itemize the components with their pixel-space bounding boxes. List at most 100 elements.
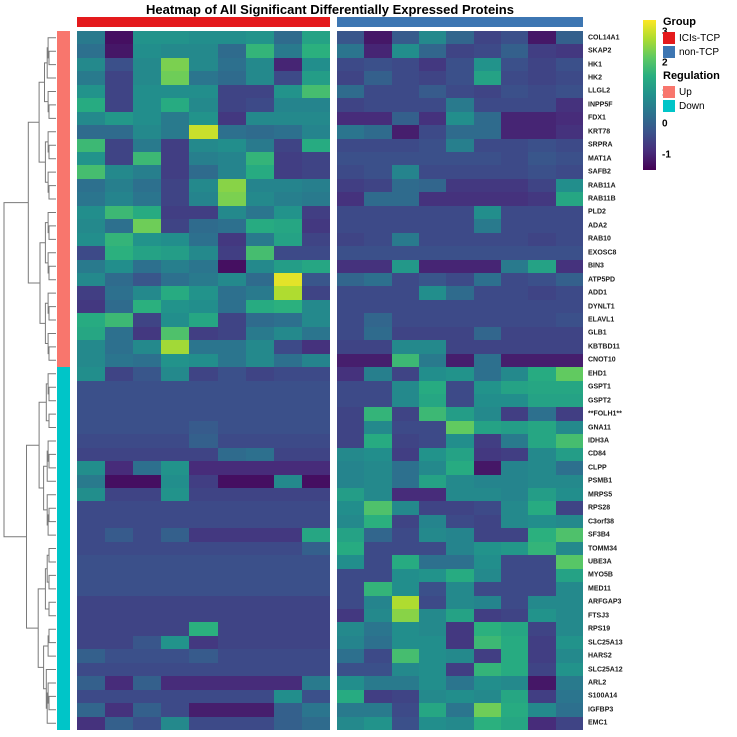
heatmap-cell [246,354,274,367]
row-label: C3orf38 [588,518,615,526]
heatmap-cell [77,622,105,636]
heatmap-cell [446,165,474,179]
heatmap-cell [77,273,105,286]
heatmap-cell [556,98,583,112]
heatmap-cell [218,192,246,206]
heatmap-cell [364,528,392,542]
row-label: S100A14 [588,692,618,700]
heatmap-cell [446,31,474,44]
heatmap-cell [105,555,133,569]
heatmap-cell [105,475,133,488]
heatmap-cell [556,179,583,192]
heatmap-cell [337,555,364,569]
heatmap-cell [337,461,364,475]
heatmap-cell [105,152,133,165]
heatmap-cell [302,488,330,501]
heatmap-cell [218,636,246,649]
heatmap-cell [419,649,446,663]
down-label: Down [679,100,705,112]
regulation-bar-down [57,367,70,730]
heatmap-cell [474,340,501,354]
heatmap-cell [274,233,302,246]
heatmap-cell [392,219,419,233]
heatmap-cell [246,569,274,582]
heatmap-cell [274,582,302,596]
heatmap-cell [105,596,133,609]
heatmap-cell [364,434,392,448]
heatmap-cell [161,246,189,260]
heatmap-cell [189,569,218,582]
heatmap-cell [218,125,246,139]
heatmap-cell [161,421,189,434]
heatmap-cell [446,260,474,273]
heatmap-cell [446,448,474,461]
heatmap-cell [446,112,474,125]
heatmap-cell [105,139,133,152]
heatmap-cell [474,663,501,676]
heatmap-cell [337,703,364,717]
heatmap-cell [392,112,419,125]
heatmap-cell [446,528,474,542]
heatmap-cell [302,179,330,192]
heatmap-cell [161,354,189,367]
heatmap-cell [556,139,583,152]
heatmap-cell [302,515,330,528]
group-legend-title: Group [663,16,696,28]
heatmap-cell [501,501,528,515]
heatmap-cell [501,596,528,609]
heatmap-cell [364,609,392,622]
heatmap-cell [133,71,161,85]
legend-item-icis-tcp: ICIs-TCP [663,31,720,45]
heatmap-cell [77,703,105,717]
heatmap-cell [274,260,302,273]
heatmap-cell [105,663,133,676]
heatmap-cell [105,31,133,44]
heatmap-cell [302,582,330,596]
heatmap-cell [419,165,446,179]
heatmap-cell [274,71,302,85]
heatmap-cell [77,649,105,663]
heatmap-cell [419,112,446,125]
heatmap-cell [133,125,161,139]
heatmap-cell [364,381,392,394]
row-label: FDX1 [588,114,606,122]
heatmap-cell [105,717,133,730]
heatmap-cell [246,421,274,434]
heatmap-cell [105,340,133,354]
heatmap-cell [364,246,392,260]
heatmap-cell [246,690,274,703]
heatmap-cell [446,44,474,58]
heatmap-cell [501,717,528,730]
heatmap-cell [189,515,218,528]
heatmap-cell [419,663,446,676]
heatmap-cell [189,663,218,676]
heatmap-cell [337,327,364,340]
heatmap-cell [446,596,474,609]
heatmap-cell [161,327,189,340]
row-label: BIN3 [588,262,604,270]
heatmap-cell [446,98,474,112]
heatmap-cell [337,260,364,273]
heatmap-cell [246,206,274,219]
heatmap-cell [161,676,189,690]
heatmap-cell [556,421,583,434]
heatmap-cell [446,286,474,300]
heatmap-cell [419,636,446,649]
heatmap-cell [556,44,583,58]
heatmap-cell [218,434,246,448]
heatmap-cell [446,313,474,327]
heatmap-cell [474,636,501,649]
heatmap-cell [364,717,392,730]
heatmap-cell [556,528,583,542]
heatmap-cell [392,139,419,152]
heatmap-cell [446,394,474,407]
heatmap-cell [189,246,218,260]
heatmap-cell [133,407,161,421]
heatmap-cell [337,663,364,676]
heatmap-cell [77,461,105,475]
heatmap-cell [556,569,583,582]
heatmap-cell [392,717,419,730]
heatmap-cell [474,569,501,582]
heatmap-cell [105,381,133,394]
heatmap-cell [161,461,189,475]
